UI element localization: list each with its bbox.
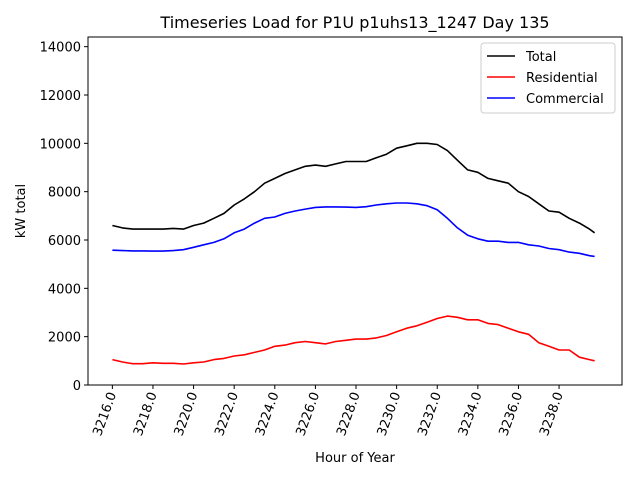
legend-label-commercial: Commercial: [526, 92, 604, 107]
legend-label-total: Total: [525, 50, 556, 65]
plot-frame: [87, 36, 623, 386]
series-line-commercial: [112, 202, 595, 258]
legend-box: [480, 42, 616, 114]
legend: Total Residential Commercial: [480, 42, 616, 114]
series-line-total: [112, 142, 596, 234]
y-axis-label: kW total: [14, 184, 29, 238]
y-tick-label: 14000: [40, 41, 81, 56]
legend-label-residential: Residential: [526, 71, 598, 86]
chart-title: Timeseries Load for P1U p1uhs13_1247 Day…: [159, 13, 549, 33]
y-tick-label: 12000: [40, 89, 81, 104]
y-tick-label: 0: [73, 379, 81, 394]
y-axis: 0 2000 4000 6000 8000 10000 12000 14000: [40, 41, 88, 394]
series-line-residential: [112, 315, 595, 365]
y-tick-label: 6000: [48, 234, 81, 249]
y-tick-label: 10000: [40, 137, 81, 152]
y-tick-label: 4000: [48, 282, 81, 297]
y-tick-label: 8000: [48, 186, 81, 201]
x-axis-label: Hour of Year: [315, 451, 395, 466]
y-tick-label: 2000: [48, 331, 81, 346]
series-lines: [112, 142, 596, 365]
